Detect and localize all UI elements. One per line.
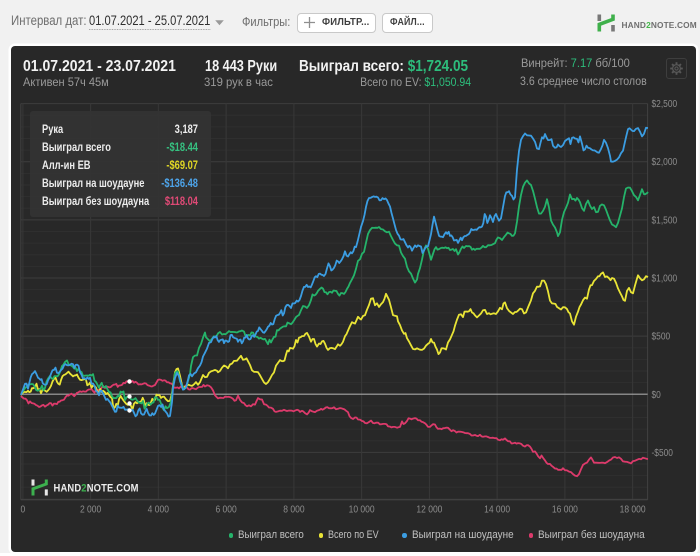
svg-text:4 000: 4 000 [148, 504, 169, 516]
svg-text:8 000: 8 000 [283, 504, 304, 516]
svg-text:12 000: 12 000 [416, 504, 442, 516]
svg-text:$1,000: $1,000 [652, 273, 678, 285]
svg-text:6 000: 6 000 [215, 504, 236, 516]
svg-text:14 000: 14 000 [484, 504, 510, 516]
svg-text:HAND2NOTE.COM: HAND2NOTE.COM [622, 20, 697, 30]
svg-text:16 000: 16 000 [552, 504, 578, 516]
svg-text:$1,500: $1,500 [652, 215, 678, 227]
svg-text:18 000: 18 000 [620, 504, 646, 516]
svg-text:$0: $0 [652, 389, 661, 401]
svg-text:$2,000: $2,000 [652, 156, 678, 168]
svg-text:$2,500: $2,500 [652, 98, 678, 110]
svg-text:$500: $500 [652, 331, 671, 343]
svg-text:2 000: 2 000 [80, 504, 101, 516]
svg-text:10 000: 10 000 [349, 504, 375, 516]
svg-text:0: 0 [21, 504, 26, 516]
svg-text:HAND2NOTE.COM: HAND2NOTE.COM [54, 483, 139, 495]
svg-text:-$500: -$500 [652, 447, 673, 459]
